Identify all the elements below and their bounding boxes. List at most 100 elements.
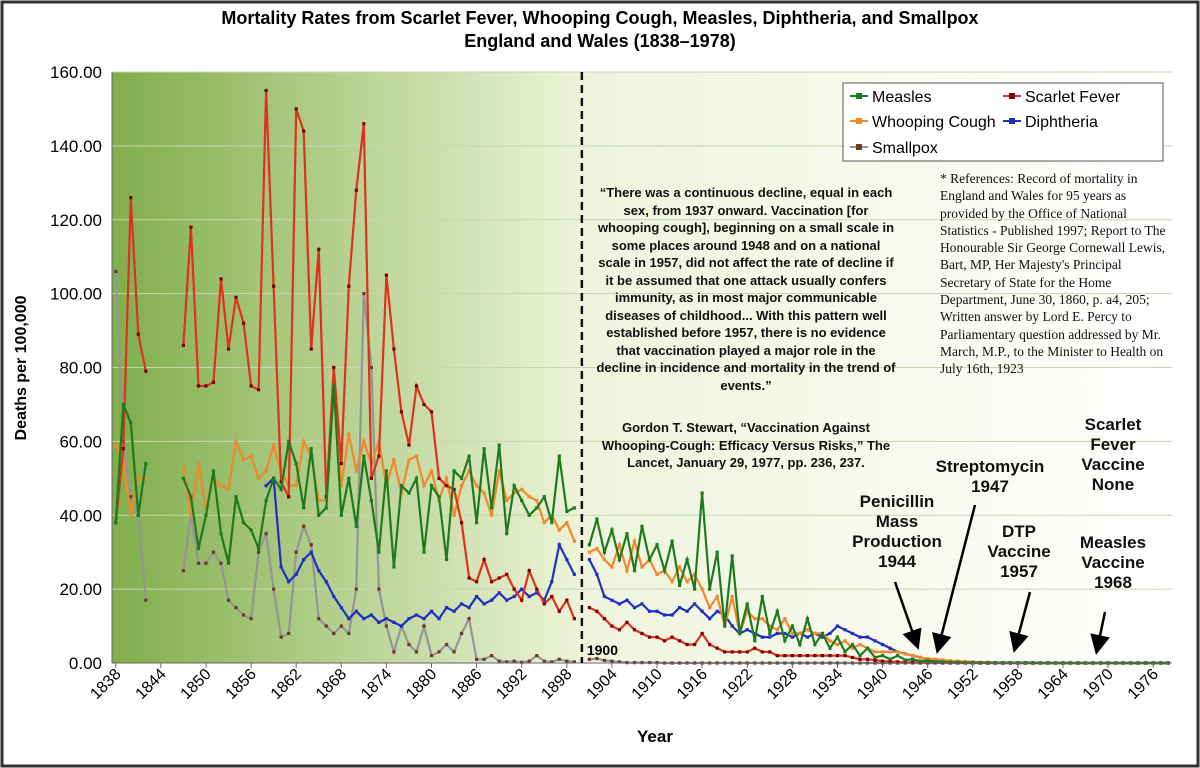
point (129, 195, 133, 200)
point (828, 654, 832, 658)
point (497, 576, 501, 580)
point (640, 524, 644, 528)
point (429, 609, 434, 613)
point (272, 284, 276, 288)
point (542, 598, 546, 602)
point (369, 613, 373, 617)
point (287, 495, 291, 499)
point (813, 631, 817, 636)
point (865, 657, 870, 661)
point (339, 461, 343, 466)
point (565, 659, 569, 663)
point (339, 513, 343, 517)
point (768, 631, 772, 636)
point (317, 617, 321, 621)
point (730, 624, 734, 628)
point (865, 646, 870, 650)
references: * References: Record of mortality in Eng… (940, 171, 1166, 377)
point (369, 365, 373, 370)
point (399, 484, 404, 488)
point (790, 654, 794, 658)
point (542, 602, 546, 606)
point (181, 476, 186, 480)
point (249, 528, 253, 532)
point (632, 569, 637, 573)
point (249, 617, 253, 621)
point (459, 631, 464, 636)
point (279, 487, 283, 491)
point (858, 654, 862, 658)
point (444, 605, 449, 610)
point (437, 476, 441, 480)
point (918, 659, 922, 663)
quote-source: Gordon T. Stewart, “Vaccination Against … (601, 420, 891, 470)
point (610, 528, 614, 532)
point (655, 609, 659, 613)
y-tick-label: 80.00 (59, 359, 102, 378)
point (760, 650, 764, 654)
point (617, 660, 622, 664)
point (610, 659, 614, 663)
point (896, 660, 900, 664)
point (753, 631, 757, 636)
legend-label: Whooping Cough (872, 114, 996, 131)
point (700, 631, 704, 636)
point (324, 624, 328, 628)
point (459, 476, 464, 480)
point (527, 594, 531, 599)
point (655, 572, 659, 576)
point (790, 624, 794, 628)
point (565, 521, 569, 525)
point (873, 639, 877, 643)
point (302, 557, 306, 562)
y-axis-label: Deaths per 100,000 (13, 295, 30, 440)
point (219, 277, 223, 281)
point (535, 587, 539, 591)
point (362, 122, 366, 126)
point (189, 495, 193, 499)
chart-title: Mortality Rates from Scarlet Fever, Whoo… (221, 8, 978, 28)
point (527, 659, 531, 663)
point (219, 532, 223, 536)
legend-label: Scarlet Fever (1025, 89, 1121, 106)
point (700, 609, 704, 613)
point (272, 587, 276, 591)
point (798, 631, 802, 636)
point (264, 88, 268, 93)
point (670, 580, 674, 584)
point (429, 410, 434, 414)
point (121, 402, 125, 407)
point (497, 469, 501, 473)
point (550, 521, 554, 525)
point (226, 487, 231, 491)
point (422, 617, 426, 621)
point (775, 609, 779, 613)
point (302, 524, 306, 528)
point (384, 484, 388, 488)
point (535, 654, 539, 658)
point (873, 655, 877, 660)
point (189, 225, 193, 229)
point (617, 628, 622, 632)
point (896, 650, 900, 654)
point (279, 635, 283, 639)
point (354, 587, 358, 591)
point (738, 650, 742, 654)
point (655, 635, 659, 639)
point (535, 506, 539, 510)
point (490, 580, 494, 584)
point (226, 561, 231, 565)
annotation: Penicillin Mass Production 1944 (852, 492, 942, 571)
point (309, 447, 313, 451)
point (241, 321, 246, 325)
point (512, 594, 516, 599)
point (911, 657, 915, 661)
point (926, 659, 930, 663)
legend-label: Smallpox (872, 140, 938, 157)
point (332, 365, 336, 370)
point (189, 513, 193, 517)
point (670, 635, 674, 639)
point (805, 654, 809, 658)
point (520, 660, 524, 664)
